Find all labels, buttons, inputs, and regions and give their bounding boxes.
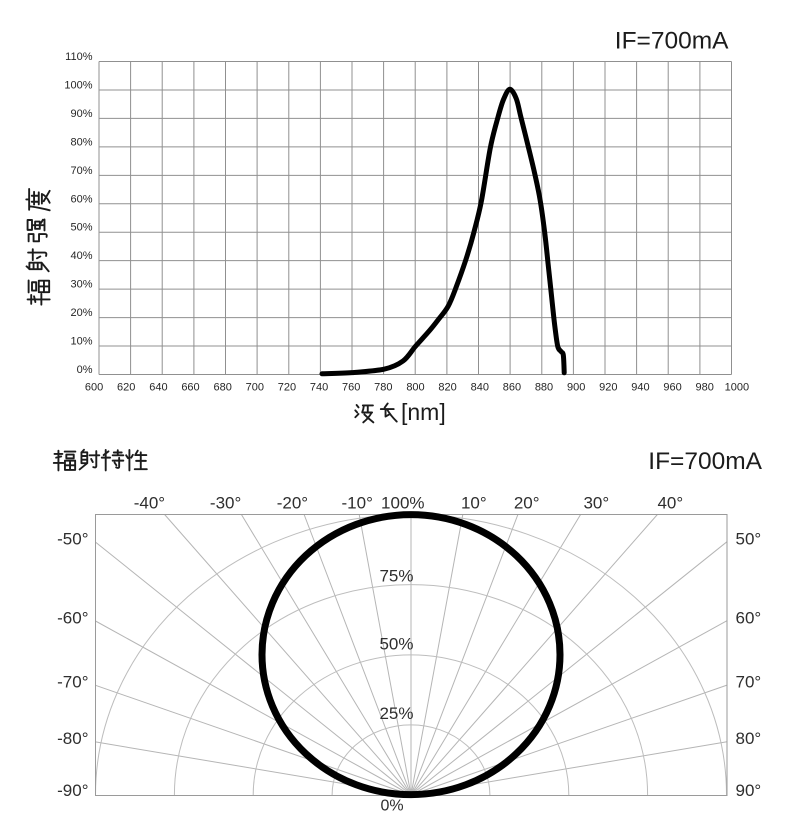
svg-text:75%: 75% <box>379 567 413 586</box>
svg-text:110%: 110% <box>65 51 93 63</box>
svg-text:680: 680 <box>214 381 232 393</box>
svg-text:-80°: -80° <box>57 729 88 748</box>
svg-text:660: 660 <box>181 381 199 393</box>
svg-text:60°: 60° <box>736 608 762 627</box>
svg-text:780: 780 <box>374 381 392 393</box>
svg-text:80%: 80% <box>70 136 92 148</box>
svg-text:50°: 50° <box>736 529 762 548</box>
svg-text:30%: 30% <box>70 279 92 291</box>
svg-text:70%: 70% <box>70 165 92 177</box>
svg-text:880: 880 <box>535 381 553 393</box>
svg-text:960: 960 <box>663 381 681 393</box>
svg-text:-70°: -70° <box>57 673 88 692</box>
svg-text:-40°: -40° <box>134 493 165 512</box>
svg-text:50%: 50% <box>70 222 92 234</box>
svg-text:-90°: -90° <box>57 781 88 800</box>
svg-text:100%: 100% <box>381 494 424 513</box>
svg-text:90°: 90° <box>736 781 762 800</box>
svg-text:1000: 1000 <box>725 381 749 393</box>
svg-text:50%: 50% <box>379 635 413 654</box>
svg-text:620: 620 <box>117 381 135 393</box>
svg-text:720: 720 <box>278 381 296 393</box>
svg-text:840: 840 <box>471 381 489 393</box>
svg-text:40°: 40° <box>657 493 683 512</box>
svg-text:800: 800 <box>406 381 424 393</box>
svg-text:920: 920 <box>599 381 617 393</box>
svg-text:-60°: -60° <box>57 608 88 627</box>
svg-text:70°: 70° <box>736 673 762 692</box>
svg-text:100%: 100% <box>64 80 92 92</box>
svg-text:[nm]: [nm] <box>401 399 446 425</box>
svg-text:900: 900 <box>567 381 585 393</box>
svg-text:60%: 60% <box>70 193 92 205</box>
svg-text:-30°: -30° <box>210 493 241 512</box>
svg-text:0%: 0% <box>380 797 403 814</box>
svg-text:90%: 90% <box>70 108 92 120</box>
svg-text:980: 980 <box>696 381 714 393</box>
svg-text:760: 760 <box>342 381 360 393</box>
svg-text:IF=700mA: IF=700mA <box>615 28 729 55</box>
svg-text:0%: 0% <box>77 364 93 376</box>
svg-text:10°: 10° <box>461 493 487 512</box>
svg-text:80°: 80° <box>736 729 762 748</box>
svg-text:25%: 25% <box>379 704 413 723</box>
svg-text:600: 600 <box>85 381 103 393</box>
svg-text:IF=700mA: IF=700mA <box>648 448 762 475</box>
svg-text:640: 640 <box>149 381 167 393</box>
svg-text:860: 860 <box>503 381 521 393</box>
svg-text:-20°: -20° <box>277 493 308 512</box>
svg-text:10%: 10% <box>70 336 92 348</box>
svg-text:20°: 20° <box>514 493 540 512</box>
svg-text:-10°: -10° <box>342 493 373 512</box>
svg-text:-50°: -50° <box>57 529 88 548</box>
svg-text:740: 740 <box>310 381 328 393</box>
svg-text:40%: 40% <box>70 250 92 262</box>
svg-text:700: 700 <box>246 381 264 393</box>
svg-text:940: 940 <box>631 381 649 393</box>
svg-text:820: 820 <box>438 381 456 393</box>
svg-text:30°: 30° <box>583 493 609 512</box>
svg-text:20%: 20% <box>70 307 92 319</box>
